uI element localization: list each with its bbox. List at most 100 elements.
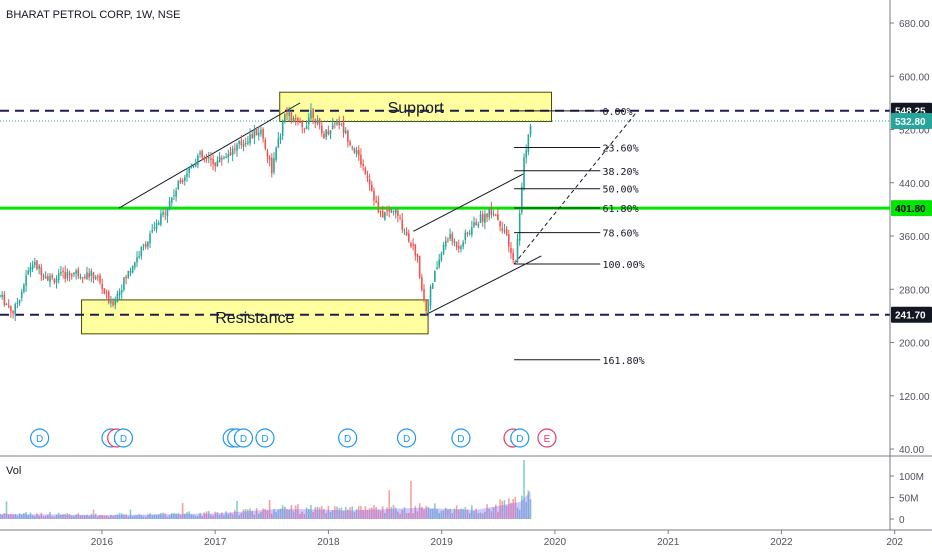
volume-bar[interactable] [25,512,27,519]
candle-body[interactable] [410,242,412,247]
candle-body[interactable] [190,166,193,168]
volume-bar[interactable] [460,508,462,519]
candle-body[interactable] [147,241,149,247]
volume-bar[interactable] [186,512,188,519]
volume-bar[interactable] [166,516,169,519]
candle-body[interactable] [527,134,530,152]
candle-body[interactable] [490,207,493,215]
volume-bar[interactable] [525,501,527,519]
volume-bar[interactable] [399,513,401,519]
volume-bar[interactable] [253,514,256,519]
candle-body[interactable] [125,276,127,279]
candle-body[interactable] [381,210,384,218]
volume-bar[interactable] [220,512,223,519]
volume-bar[interactable] [140,514,143,519]
volume-bar[interactable] [227,514,230,519]
volume-bar[interactable] [207,510,210,519]
candle-body[interactable] [484,214,486,223]
volume-bar[interactable] [197,515,199,519]
candle-body[interactable] [505,228,508,235]
volume-bar[interactable] [497,512,499,519]
volume-bar[interactable] [277,509,280,519]
candle-body[interactable] [227,154,230,158]
candle-body[interactable] [255,127,258,136]
volume-bar[interactable] [116,514,119,519]
candle-body[interactable] [286,113,288,115]
volume-bar[interactable] [362,510,364,519]
volume-bar[interactable] [110,514,112,519]
volume-bar[interactable] [247,509,249,519]
volume-bar[interactable] [486,504,488,519]
volume-bar[interactable] [442,510,445,519]
volume-bar[interactable] [336,506,338,519]
volume-bar[interactable] [68,514,71,519]
volume-bar[interactable] [266,510,269,519]
candle-body[interactable] [492,214,495,216]
volume-bar[interactable] [103,515,106,519]
candle-body[interactable] [262,128,264,139]
candle-body[interactable] [105,292,108,294]
candle-body[interactable] [123,277,125,290]
candle-body[interactable] [179,180,182,183]
volume-bar[interactable] [47,514,49,519]
volume-bar[interactable] [205,511,208,519]
volume-bar[interactable] [360,506,362,519]
candle-body[interactable] [353,148,356,153]
candle-body[interactable] [42,275,45,277]
volume-bar[interactable] [394,507,397,519]
candle-body[interactable] [514,260,517,263]
volume-bar[interactable] [290,505,293,519]
volume-bar[interactable] [201,515,204,519]
candle-body[interactable] [75,270,77,274]
volume-bar[interactable] [162,512,164,519]
candle-body[interactable] [47,276,49,281]
candle-body[interactable] [394,209,397,214]
volume-bar[interactable] [414,506,417,519]
candle-body[interactable] [162,211,164,215]
candle-body[interactable] [397,210,399,217]
candle-body[interactable] [14,304,17,316]
candle-body[interactable] [449,233,451,239]
candle-body[interactable] [51,275,53,278]
candle-body[interactable] [423,288,425,301]
candle-body[interactable] [68,273,71,276]
candle-body[interactable] [23,284,25,292]
candle-body[interactable] [321,125,323,134]
candle-body[interactable] [521,186,523,213]
candle-body[interactable] [305,126,308,130]
candle-body[interactable] [503,230,506,232]
volume-bar[interactable] [488,508,491,519]
candle-body[interactable] [251,134,254,138]
volume-bar[interactable] [38,515,40,519]
volume-bar[interactable] [405,513,408,519]
candle-body[interactable] [275,147,277,160]
volume-bar[interactable] [49,511,51,519]
volume-bar[interactable] [0,514,1,519]
volume-bar[interactable] [120,513,123,519]
candle-body[interactable] [523,157,525,189]
volume-bar[interactable] [347,509,349,519]
candle-body[interactable] [155,223,158,229]
volume-bar[interactable] [379,510,382,519]
volume-bar[interactable] [92,509,95,519]
volume-bar[interactable] [410,481,412,519]
volume-bar[interactable] [97,516,99,519]
candle-body[interactable] [451,233,454,242]
candle-body[interactable] [508,233,510,247]
candle-body[interactable] [499,221,501,227]
candle-body[interactable] [160,213,162,225]
candle-body[interactable] [138,256,140,258]
candle-body[interactable] [375,200,377,203]
volume-bar[interactable] [249,508,251,519]
volume-bar[interactable] [70,515,73,519]
candle-body[interactable] [260,129,262,134]
candle-body[interactable] [364,167,367,175]
candle-body[interactable] [16,302,19,304]
candle-body[interactable] [501,228,504,231]
candle-body[interactable] [127,270,130,278]
volume-bar[interactable] [373,505,375,519]
volume-bar[interactable] [281,505,284,519]
candle-body[interactable] [12,311,14,314]
candle-body[interactable] [314,119,317,124]
